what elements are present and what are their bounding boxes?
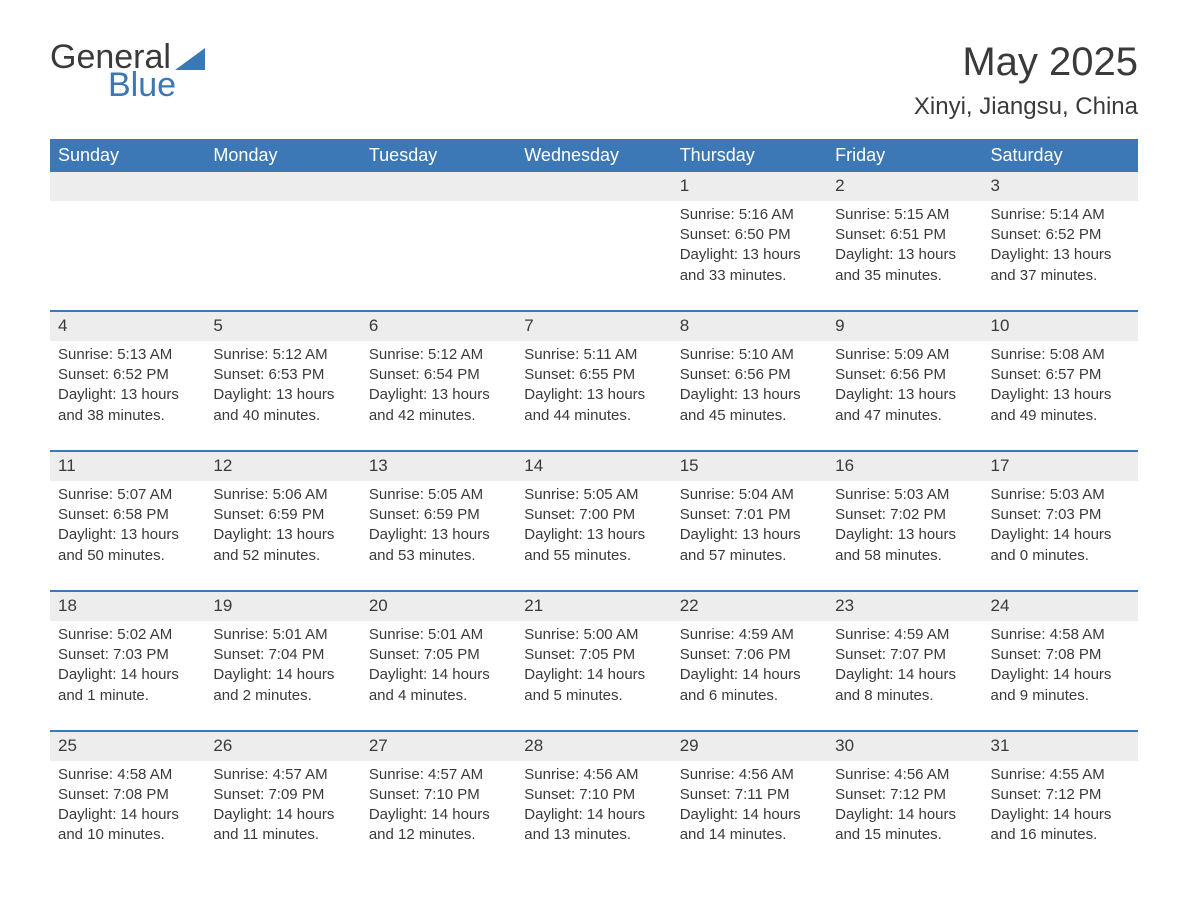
day-number-row: 123: [50, 172, 1138, 201]
day-number-cell: 10: [983, 312, 1138, 341]
day-detail-cell: Sunrise: 4:59 AMSunset: 7:06 PMDaylight:…: [672, 621, 827, 731]
day-detail-cell: Sunrise: 4:56 AMSunset: 7:10 PMDaylight:…: [516, 761, 671, 870]
day-header: Sunday: [50, 139, 205, 172]
day-detail-row: Sunrise: 4:58 AMSunset: 7:08 PMDaylight:…: [50, 761, 1138, 870]
day-detail-cell: Sunrise: 5:14 AMSunset: 6:52 PMDaylight:…: [983, 201, 1138, 311]
day-number-cell: 15: [672, 452, 827, 481]
day-detail-cell: [361, 201, 516, 311]
day-number-cell: [516, 172, 671, 201]
day-number-cell: [50, 172, 205, 201]
logo-text-blue: Blue: [108, 68, 205, 102]
day-number-cell: 7: [516, 312, 671, 341]
day-number-cell: 8: [672, 312, 827, 341]
day-number-cell: 2: [827, 172, 982, 201]
day-detail-cell: Sunrise: 5:02 AMSunset: 7:03 PMDaylight:…: [50, 621, 205, 731]
day-number-cell: 28: [516, 732, 671, 761]
day-detail-cell: Sunrise: 5:16 AMSunset: 6:50 PMDaylight:…: [672, 201, 827, 311]
day-header: Thursday: [672, 139, 827, 172]
day-header-row: Sunday Monday Tuesday Wednesday Thursday…: [50, 139, 1138, 172]
day-detail-cell: Sunrise: 5:09 AMSunset: 6:56 PMDaylight:…: [827, 341, 982, 451]
day-number-row: 45678910: [50, 312, 1138, 341]
day-number-cell: 3: [983, 172, 1138, 201]
day-number-cell: 14: [516, 452, 671, 481]
day-detail-cell: Sunrise: 5:03 AMSunset: 7:03 PMDaylight:…: [983, 481, 1138, 591]
header: General Blue May 2025 Xinyi, Jiangsu, Ch…: [50, 40, 1138, 121]
logo: General Blue: [50, 40, 205, 102]
day-detail-row: Sunrise: 5:07 AMSunset: 6:58 PMDaylight:…: [50, 481, 1138, 591]
day-detail-cell: Sunrise: 5:01 AMSunset: 7:04 PMDaylight:…: [205, 621, 360, 731]
day-number-cell: 21: [516, 592, 671, 621]
day-header: Tuesday: [361, 139, 516, 172]
day-number-cell: 17: [983, 452, 1138, 481]
day-number-cell: 9: [827, 312, 982, 341]
logo-triangle-icon: [175, 48, 205, 70]
day-detail-cell: [205, 201, 360, 311]
day-detail-cell: Sunrise: 5:15 AMSunset: 6:51 PMDaylight:…: [827, 201, 982, 311]
day-number-cell: 29: [672, 732, 827, 761]
day-number-cell: 26: [205, 732, 360, 761]
day-number-cell: 11: [50, 452, 205, 481]
day-detail-cell: Sunrise: 5:05 AMSunset: 6:59 PMDaylight:…: [361, 481, 516, 591]
day-number-row: 11121314151617: [50, 452, 1138, 481]
day-detail-cell: Sunrise: 5:07 AMSunset: 6:58 PMDaylight:…: [50, 481, 205, 591]
day-detail-cell: Sunrise: 5:11 AMSunset: 6:55 PMDaylight:…: [516, 341, 671, 451]
day-number-cell: 16: [827, 452, 982, 481]
day-detail-cell: Sunrise: 5:10 AMSunset: 6:56 PMDaylight:…: [672, 341, 827, 451]
day-detail-cell: [516, 201, 671, 311]
day-detail-cell: Sunrise: 5:08 AMSunset: 6:57 PMDaylight:…: [983, 341, 1138, 451]
day-number-cell: 19: [205, 592, 360, 621]
day-detail-cell: Sunrise: 4:57 AMSunset: 7:10 PMDaylight:…: [361, 761, 516, 870]
day-number-row: 18192021222324: [50, 592, 1138, 621]
day-detail-cell: Sunrise: 5:12 AMSunset: 6:53 PMDaylight:…: [205, 341, 360, 451]
day-header: Friday: [827, 139, 982, 172]
day-number-cell: 31: [983, 732, 1138, 761]
day-detail-cell: Sunrise: 4:56 AMSunset: 7:11 PMDaylight:…: [672, 761, 827, 870]
day-detail-cell: Sunrise: 4:58 AMSunset: 7:08 PMDaylight:…: [50, 761, 205, 870]
day-number-cell: 30: [827, 732, 982, 761]
day-detail-cell: Sunrise: 5:12 AMSunset: 6:54 PMDaylight:…: [361, 341, 516, 451]
day-number-cell: 13: [361, 452, 516, 481]
day-number-cell: 5: [205, 312, 360, 341]
day-detail-cell: Sunrise: 4:55 AMSunset: 7:12 PMDaylight:…: [983, 761, 1138, 870]
day-detail-cell: Sunrise: 4:59 AMSunset: 7:07 PMDaylight:…: [827, 621, 982, 731]
day-detail-row: Sunrise: 5:16 AMSunset: 6:50 PMDaylight:…: [50, 201, 1138, 311]
day-number-cell: 6: [361, 312, 516, 341]
day-detail-cell: [50, 201, 205, 311]
day-number-cell: 27: [361, 732, 516, 761]
day-number-row: 25262728293031: [50, 732, 1138, 761]
day-number-cell: 25: [50, 732, 205, 761]
day-header: Monday: [205, 139, 360, 172]
day-number-cell: 24: [983, 592, 1138, 621]
calendar-table: Sunday Monday Tuesday Wednesday Thursday…: [50, 139, 1138, 870]
day-number-cell: 23: [827, 592, 982, 621]
day-detail-cell: Sunrise: 4:58 AMSunset: 7:08 PMDaylight:…: [983, 621, 1138, 731]
day-number-cell: [205, 172, 360, 201]
day-detail-cell: Sunrise: 5:05 AMSunset: 7:00 PMDaylight:…: [516, 481, 671, 591]
day-detail-cell: Sunrise: 5:00 AMSunset: 7:05 PMDaylight:…: [516, 621, 671, 731]
day-detail-cell: Sunrise: 4:57 AMSunset: 7:09 PMDaylight:…: [205, 761, 360, 870]
day-number-cell: 1: [672, 172, 827, 201]
day-detail-cell: Sunrise: 5:03 AMSunset: 7:02 PMDaylight:…: [827, 481, 982, 591]
day-detail-row: Sunrise: 5:13 AMSunset: 6:52 PMDaylight:…: [50, 341, 1138, 451]
day-detail-cell: Sunrise: 5:06 AMSunset: 6:59 PMDaylight:…: [205, 481, 360, 591]
day-detail-row: Sunrise: 5:02 AMSunset: 7:03 PMDaylight:…: [50, 621, 1138, 731]
day-detail-cell: Sunrise: 5:13 AMSunset: 6:52 PMDaylight:…: [50, 341, 205, 451]
day-header: Saturday: [983, 139, 1138, 172]
day-number-cell: 12: [205, 452, 360, 481]
title-block: May 2025 Xinyi, Jiangsu, China: [914, 40, 1138, 121]
day-number-cell: [361, 172, 516, 201]
day-header: Wednesday: [516, 139, 671, 172]
day-detail-cell: Sunrise: 4:56 AMSunset: 7:12 PMDaylight:…: [827, 761, 982, 870]
day-number-cell: 18: [50, 592, 205, 621]
day-detail-cell: Sunrise: 5:01 AMSunset: 7:05 PMDaylight:…: [361, 621, 516, 731]
day-detail-cell: Sunrise: 5:04 AMSunset: 7:01 PMDaylight:…: [672, 481, 827, 591]
location: Xinyi, Jiangsu, China: [914, 93, 1138, 121]
day-number-cell: 4: [50, 312, 205, 341]
day-number-cell: 22: [672, 592, 827, 621]
day-number-cell: 20: [361, 592, 516, 621]
month-title: May 2025: [914, 40, 1138, 85]
